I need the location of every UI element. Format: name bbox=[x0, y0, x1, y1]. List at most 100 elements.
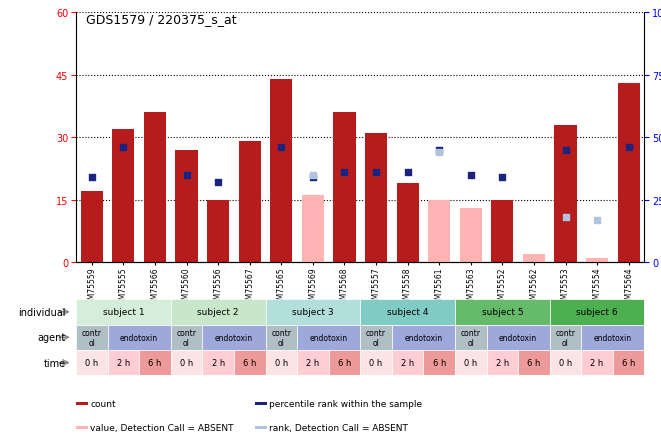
Text: contr
ol: contr ol bbox=[271, 328, 292, 347]
Point bbox=[465, 172, 476, 179]
Text: subject 5: subject 5 bbox=[482, 308, 523, 317]
Bar bbox=[234, 350, 266, 375]
Point bbox=[497, 174, 508, 181]
Text: subject 1: subject 1 bbox=[102, 308, 144, 317]
Point bbox=[181, 172, 192, 179]
Bar bbox=[108, 350, 139, 375]
Bar bbox=[555, 125, 576, 263]
Text: agent: agent bbox=[38, 332, 66, 342]
Bar bbox=[455, 325, 486, 350]
Bar bbox=[207, 200, 229, 263]
Bar bbox=[239, 142, 260, 263]
Point bbox=[403, 169, 413, 176]
Bar bbox=[360, 299, 455, 325]
Bar bbox=[81, 192, 103, 263]
Bar bbox=[360, 350, 392, 375]
Bar bbox=[392, 325, 455, 350]
Text: 0 h: 0 h bbox=[369, 358, 383, 367]
Point bbox=[87, 174, 97, 181]
Text: 6 h: 6 h bbox=[527, 358, 541, 367]
Bar bbox=[202, 350, 234, 375]
Text: endotoxin: endotoxin bbox=[215, 333, 253, 342]
Point bbox=[561, 147, 571, 154]
Text: endotoxin: endotoxin bbox=[499, 333, 537, 342]
Bar bbox=[297, 325, 360, 350]
Bar bbox=[171, 325, 202, 350]
Text: subject 3: subject 3 bbox=[292, 308, 334, 317]
Point bbox=[307, 174, 318, 181]
Bar bbox=[550, 299, 644, 325]
Bar bbox=[255, 401, 267, 405]
Bar bbox=[360, 325, 392, 350]
Bar bbox=[144, 113, 166, 263]
Text: 0 h: 0 h bbox=[464, 358, 477, 367]
Point bbox=[434, 149, 444, 156]
Bar bbox=[397, 184, 418, 263]
Text: 2 h: 2 h bbox=[496, 358, 509, 367]
Text: 6 h: 6 h bbox=[338, 358, 351, 367]
Bar bbox=[108, 325, 171, 350]
Point bbox=[213, 179, 223, 186]
Text: subject 6: subject 6 bbox=[576, 308, 618, 317]
Text: 6 h: 6 h bbox=[622, 358, 635, 367]
Bar bbox=[266, 350, 297, 375]
Bar bbox=[460, 208, 482, 263]
Bar bbox=[76, 325, 108, 350]
Text: 2 h: 2 h bbox=[117, 358, 130, 367]
Bar bbox=[171, 299, 266, 325]
Bar bbox=[518, 350, 550, 375]
Bar bbox=[550, 350, 581, 375]
Text: contr
ol: contr ol bbox=[555, 328, 576, 347]
Text: contr
ol: contr ol bbox=[82, 328, 102, 347]
Bar bbox=[491, 200, 514, 263]
Point bbox=[561, 214, 571, 221]
Text: endotoxin: endotoxin bbox=[120, 333, 158, 342]
Bar bbox=[523, 254, 545, 263]
Bar bbox=[617, 84, 640, 263]
Point bbox=[592, 217, 602, 224]
Bar bbox=[550, 325, 581, 350]
Bar bbox=[581, 325, 644, 350]
Bar bbox=[486, 325, 550, 350]
Text: 2 h: 2 h bbox=[306, 358, 319, 367]
Bar bbox=[139, 350, 171, 375]
Text: 0 h: 0 h bbox=[180, 358, 193, 367]
Text: 2 h: 2 h bbox=[401, 358, 414, 367]
Bar bbox=[112, 129, 134, 263]
Bar bbox=[255, 426, 267, 429]
Bar bbox=[586, 258, 608, 263]
Bar bbox=[76, 426, 88, 429]
Text: 0 h: 0 h bbox=[275, 358, 288, 367]
Text: contr
ol: contr ol bbox=[176, 328, 196, 347]
Text: endotoxin: endotoxin bbox=[405, 333, 442, 342]
Bar bbox=[171, 350, 202, 375]
Bar bbox=[333, 113, 356, 263]
Text: subject 4: subject 4 bbox=[387, 308, 428, 317]
Bar bbox=[455, 350, 486, 375]
Bar bbox=[424, 350, 455, 375]
Text: 6 h: 6 h bbox=[432, 358, 446, 367]
Text: subject 2: subject 2 bbox=[198, 308, 239, 317]
Point bbox=[623, 144, 634, 151]
Point bbox=[276, 144, 287, 151]
Point bbox=[434, 147, 444, 154]
Bar bbox=[365, 134, 387, 263]
Point bbox=[118, 144, 129, 151]
Bar bbox=[486, 350, 518, 375]
Text: contr
ol: contr ol bbox=[366, 328, 386, 347]
Bar bbox=[428, 200, 450, 263]
Text: time: time bbox=[44, 358, 66, 368]
Bar bbox=[76, 350, 108, 375]
Point bbox=[307, 172, 318, 179]
Bar bbox=[455, 299, 550, 325]
Bar bbox=[297, 350, 329, 375]
Bar bbox=[76, 401, 88, 405]
Bar bbox=[202, 325, 266, 350]
Bar bbox=[176, 150, 198, 263]
Point bbox=[371, 169, 381, 176]
Text: GDS1579 / 220375_s_at: GDS1579 / 220375_s_at bbox=[86, 13, 237, 26]
Text: endotoxin: endotoxin bbox=[309, 333, 348, 342]
Bar bbox=[266, 299, 360, 325]
Text: 0 h: 0 h bbox=[559, 358, 572, 367]
Text: individual: individual bbox=[19, 307, 66, 317]
